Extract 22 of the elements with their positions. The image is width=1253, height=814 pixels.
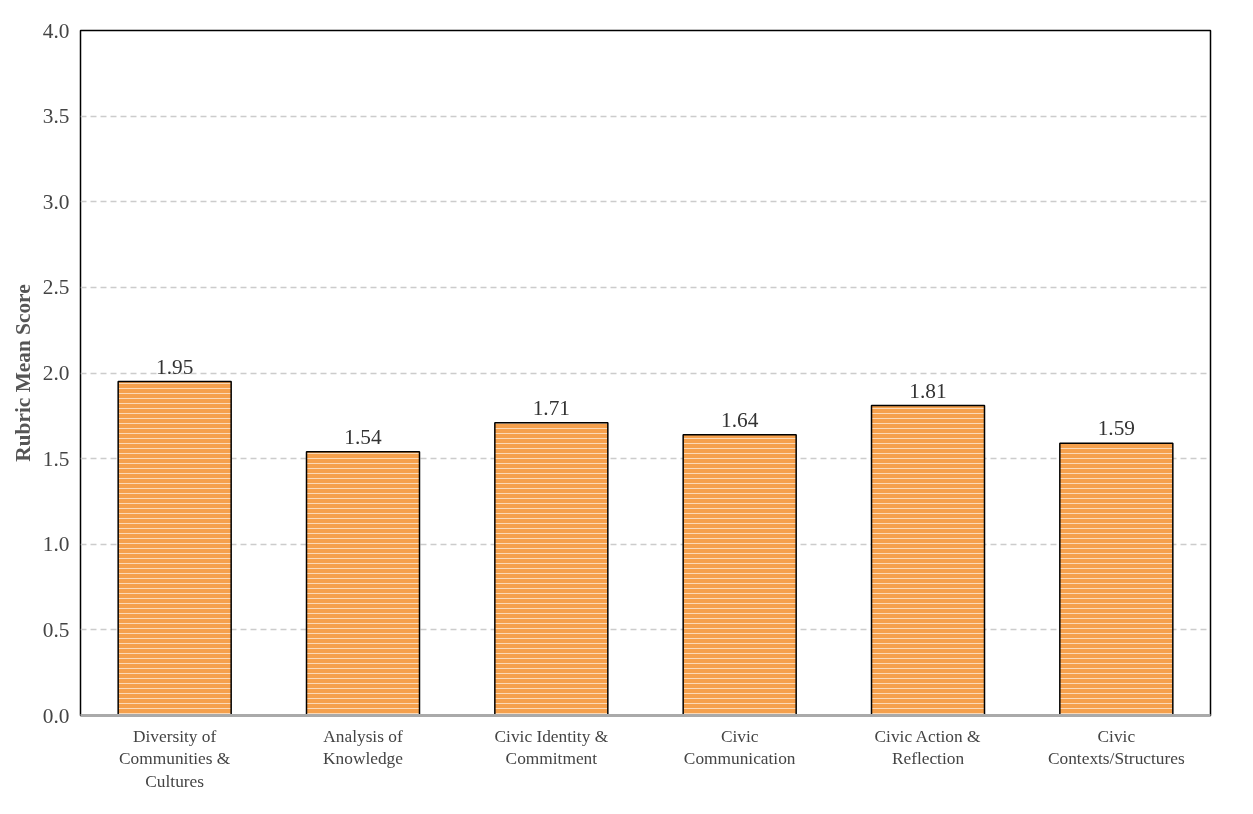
x-tick-label: Civic Communication	[683, 726, 796, 769]
x-tick-label: Civic Identity & Commitment	[494, 726, 609, 769]
y-tick-label: 3.0	[42, 189, 70, 214]
data-label: 1.64	[721, 407, 759, 432]
data-label: 1.54	[344, 424, 382, 449]
y-tick-label: 0.5	[42, 617, 70, 642]
x-tick-label: Analysis of Knowledge	[323, 726, 404, 769]
y-tick-label: 3.5	[42, 104, 70, 129]
y-tick-label: 2.0	[42, 361, 70, 385]
data-label: 1.59	[1097, 416, 1135, 441]
y-tick-label: 1.0	[42, 532, 70, 557]
y-tick-label: 0.0	[42, 703, 70, 728]
data-label: 1.71	[532, 395, 570, 420]
y-tick-label: 2.5	[42, 275, 70, 300]
y-tick-label: 4.0	[42, 18, 70, 43]
x-tick-label: Civic Action & Reflection	[874, 726, 981, 769]
y-axis-title: Rubric Mean Score	[10, 284, 35, 462]
data-label: 1.95	[156, 354, 194, 379]
data-label: 1.81	[909, 378, 947, 403]
x-tick-label: Diversity of Communities & Cultures	[119, 726, 231, 792]
y-tick-label: 1.5	[42, 446, 70, 471]
x-tick-label: Civic Contexts/Structures	[1047, 726, 1185, 769]
